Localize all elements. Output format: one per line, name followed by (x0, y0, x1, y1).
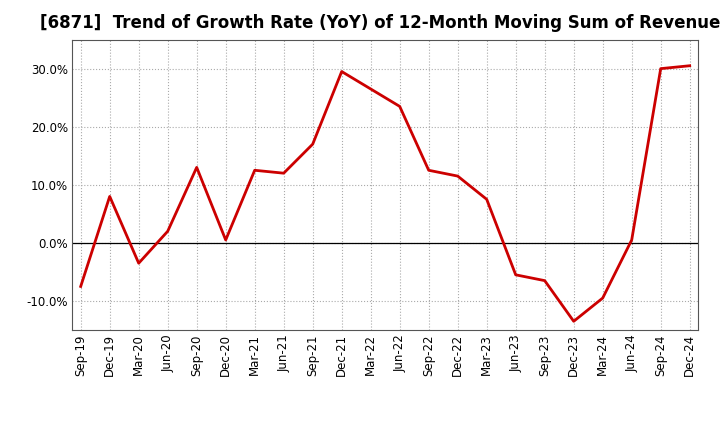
Title: [6871]  Trend of Growth Rate (YoY) of 12-Month Moving Sum of Revenues: [6871] Trend of Growth Rate (YoY) of 12-… (40, 15, 720, 33)
